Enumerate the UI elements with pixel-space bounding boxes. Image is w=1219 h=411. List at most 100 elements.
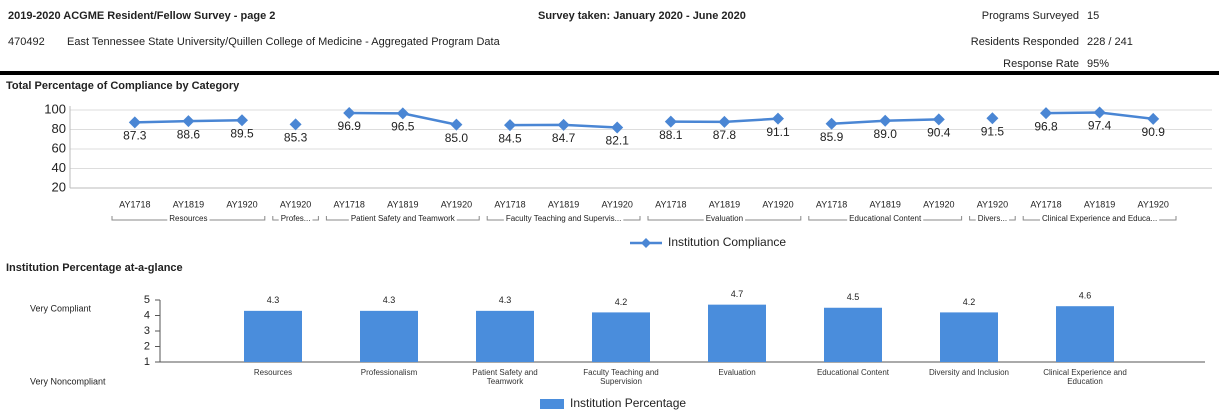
bar	[708, 304, 766, 362]
stat-value: 15	[1087, 10, 1100, 22]
group-label: Evaluation	[706, 214, 743, 223]
x-tick-label: Educational Content	[816, 368, 890, 377]
group-label-bg	[278, 214, 313, 224]
data-label: 4.3	[499, 295, 512, 305]
y-tick-label: 2	[144, 340, 150, 352]
x-tick-label: AY1718	[334, 199, 365, 209]
group-label: Patient Safety and Teamwork	[351, 214, 456, 223]
data-label: 90.9	[1142, 125, 1166, 139]
x-tick-label: AY1819	[870, 199, 901, 209]
x-tick-label: AY1819	[709, 199, 740, 209]
x-tick-label: AY1718	[494, 199, 525, 209]
bar	[244, 310, 302, 362]
y-tick-label: 5	[144, 294, 150, 306]
legend-label: Institution Percentage	[570, 396, 686, 410]
group-label-bg	[975, 214, 1010, 224]
point-marker	[504, 119, 516, 132]
bar	[476, 310, 534, 362]
data-label: 4.3	[383, 295, 396, 305]
stat-label: Programs Surveyed	[981, 10, 1079, 22]
data-label: 97.4	[1088, 119, 1112, 133]
program-id: 470492	[8, 36, 45, 48]
group-label-bg	[847, 214, 924, 224]
point-marker	[450, 118, 463, 131]
legend-label: Institution Compliance	[668, 235, 786, 249]
data-label: 85.3	[284, 131, 308, 145]
data-label: 87.8	[713, 128, 737, 142]
y-tick-label: 80	[52, 121, 66, 136]
bar	[360, 310, 418, 362]
x-tick-label: Resources	[253, 368, 293, 377]
bar	[592, 312, 650, 362]
stat-label: Response Rate	[1003, 58, 1079, 70]
y-tick-label: 4	[144, 309, 150, 321]
point-marker	[343, 107, 356, 120]
data-label: 4.2	[615, 297, 628, 307]
x-tick-label: AY1920	[762, 199, 793, 209]
x-tick-label: AY1819	[1084, 199, 1115, 209]
stat-label: Residents Responded	[970, 36, 1079, 48]
legend-marker	[641, 238, 651, 248]
section-title: Institution Percentage at-a-glance	[6, 262, 183, 274]
group-label: Educational Content	[849, 214, 922, 223]
point-marker	[182, 115, 195, 128]
group-label-bg	[167, 214, 210, 224]
point-marker	[1040, 107, 1052, 120]
group-label: Faculty Teaching and Supervis...	[506, 214, 621, 223]
stat-value: 95%	[1087, 58, 1110, 70]
point-marker	[557, 118, 570, 131]
y-tick-label: 60	[52, 140, 66, 155]
group-label: Divers...	[978, 214, 1007, 223]
group-label-bg	[503, 214, 624, 224]
bar	[1056, 306, 1114, 362]
group-label: Profes...	[281, 214, 311, 223]
y-top-label: Very Compliant	[30, 303, 92, 313]
divider	[0, 71, 1219, 75]
bar	[940, 312, 998, 362]
data-label: 96.8	[1034, 119, 1058, 133]
data-label: 88.1	[659, 128, 683, 142]
x-tick-label: AY1718	[119, 199, 150, 209]
x-tick-label: Professionalism	[360, 368, 418, 377]
x-tick-label: AY1718	[655, 199, 686, 209]
x-tick-label: AY1819	[387, 199, 418, 209]
x-tick-label: AY1920	[226, 199, 257, 209]
point-marker	[396, 107, 409, 120]
x-tick-label: Clinical Experience and Education	[1043, 368, 1127, 386]
point-marker	[986, 112, 999, 125]
point-marker	[128, 116, 141, 129]
program-name: East Tennessee State University/Quillen …	[67, 36, 500, 48]
data-label: 84.7	[552, 131, 576, 145]
x-tick-label: AY1718	[1030, 199, 1061, 209]
x-tick-label: AY1819	[173, 199, 204, 209]
data-label: 96.9	[338, 119, 362, 133]
y-tick-label: 1	[144, 356, 150, 368]
x-tick-label: Faculty Teaching and Supervision	[583, 368, 659, 386]
data-label: 85.9	[820, 130, 844, 144]
data-label: 91.1	[766, 125, 790, 139]
y-tick-label: 20	[52, 179, 66, 194]
y-tick-label: 100	[44, 101, 66, 116]
data-label: 90.4	[927, 126, 951, 140]
group-label-bg	[1040, 214, 1160, 224]
x-tick-label: Patient Safety and Teamwork	[472, 368, 538, 386]
group-label-bg	[348, 214, 457, 224]
point-marker	[718, 115, 731, 128]
group-label-bg	[703, 214, 746, 224]
data-label: 84.5	[498, 131, 522, 145]
x-tick-label: AY1920	[977, 199, 1008, 209]
point-marker	[664, 115, 677, 128]
data-label: 82.1	[606, 134, 630, 148]
point-marker	[1147, 112, 1160, 125]
data-label: 4.7	[731, 289, 744, 299]
data-label: 4.6	[1079, 291, 1092, 301]
group-label: Resources	[169, 214, 207, 223]
legend-swatch	[540, 399, 564, 409]
point-marker	[1093, 106, 1106, 119]
bar	[824, 307, 882, 362]
x-tick-label: AY1920	[280, 199, 311, 209]
data-label: 87.3	[123, 129, 147, 143]
x-tick-label: AY1920	[1138, 199, 1169, 209]
data-label: 96.5	[391, 120, 415, 134]
